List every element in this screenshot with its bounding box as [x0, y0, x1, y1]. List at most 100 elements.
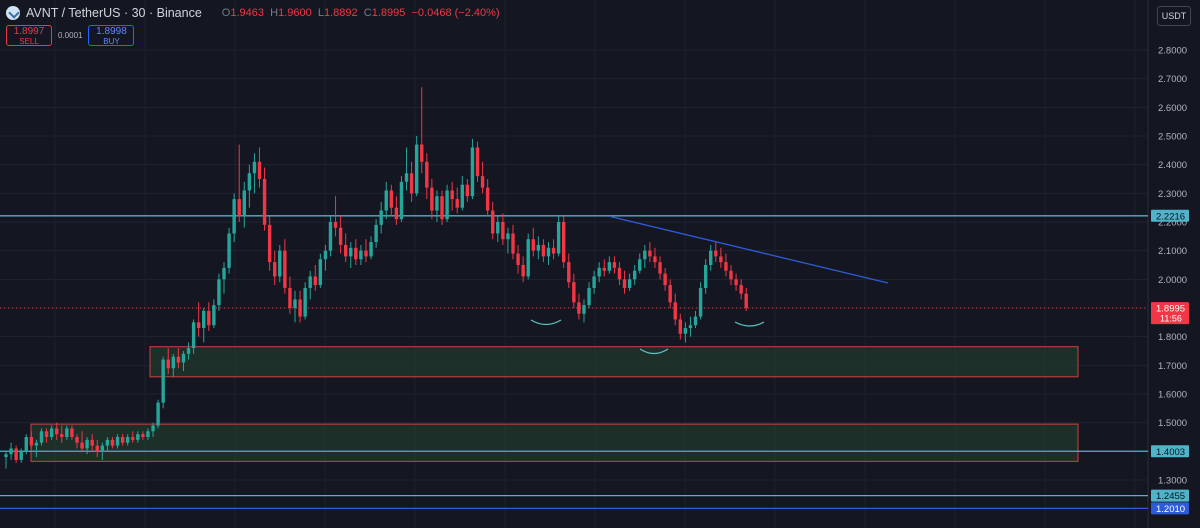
candle-body [227, 233, 231, 268]
candle-body [110, 439, 115, 446]
candle-body [703, 265, 708, 288]
y-tick-label: 2.6000 [1158, 103, 1187, 114]
candle-body [389, 190, 394, 208]
symbol-title[interactable]: AVNT / TetherUS · 30 · Binance [26, 6, 202, 20]
price-label-tag [1151, 445, 1189, 458]
y-tick-label: 1.8000 [1158, 332, 1187, 343]
candle-body [729, 270, 733, 280]
candle-body [308, 276, 312, 288]
candle-body [460, 184, 464, 208]
price-label-tag [1151, 502, 1189, 515]
candle-body [338, 227, 343, 245]
candle-body [491, 210, 495, 234]
candle-body [65, 428, 69, 438]
candle-body [739, 285, 743, 294]
candle-body [44, 431, 49, 438]
candle-body [34, 442, 39, 446]
price-label-text: 1.2010 [1156, 504, 1185, 515]
candle-body [440, 196, 444, 220]
price-label-tag [1151, 489, 1189, 502]
candle-body [546, 247, 551, 257]
change-value: −0.0468 (−2.40%) [411, 7, 500, 19]
y-tick-label: 2.4000 [1158, 160, 1187, 171]
candle-body [480, 176, 485, 188]
countdown-label: 11:56 [1160, 314, 1182, 324]
candle-body [638, 259, 642, 271]
candle-body [196, 322, 201, 329]
price-label-tag [1151, 302, 1189, 325]
candle-body [100, 445, 105, 452]
y-tick-label: 1.6000 [1158, 390, 1187, 401]
candle-body [207, 310, 211, 326]
trade-panel: 1.8997 SELL 0.0001 1.8998 BUY [6, 25, 135, 46]
candle-body [485, 187, 490, 211]
candle-body [379, 210, 383, 225]
candle-body [521, 265, 525, 277]
candle-body [120, 437, 125, 443]
candle-body [349, 247, 353, 257]
y-tick-label: 2.5000 [1158, 132, 1187, 143]
candle-body [394, 207, 399, 220]
candle-body [516, 253, 520, 266]
pattern-arc [734, 321, 765, 327]
candle-body [668, 285, 672, 303]
candle-body [273, 262, 277, 277]
y-tick-label: 2.1000 [1158, 246, 1187, 257]
candle-body [475, 147, 480, 177]
candle-body [9, 448, 13, 455]
candle-body [592, 276, 596, 288]
candle-body [632, 270, 637, 280]
candle-body [176, 356, 181, 363]
candle-body [14, 448, 18, 460]
candle-body [455, 199, 459, 208]
candle-body [298, 299, 302, 317]
buy-button[interactable]: 1.8998 BUY [88, 25, 135, 46]
candle-body [186, 348, 191, 354]
candle-body [80, 442, 84, 449]
candle-body [526, 239, 530, 277]
candle-body [693, 316, 698, 326]
candle-body [511, 233, 515, 254]
candle-body [384, 190, 388, 211]
candle-body [288, 287, 292, 309]
candle-body [506, 233, 510, 240]
candle-body [141, 434, 145, 438]
candle-body [577, 302, 581, 314]
candle-body [24, 437, 28, 452]
candle-body [688, 325, 693, 329]
price-label-text: 1.8995 [1156, 304, 1185, 315]
currency-selector[interactable]: USDT [1157, 6, 1191, 26]
chart-header: AVNT / TetherUS · 30 · Binance O1.9463 H… [6, 6, 500, 20]
candle-body [202, 310, 206, 329]
candle-body [643, 250, 647, 260]
close-value: 1.8995 [371, 7, 406, 19]
candle-body [719, 256, 723, 263]
pattern-arc [639, 348, 669, 355]
candle-body [709, 250, 713, 266]
candle-body [663, 273, 667, 286]
candle-body [278, 250, 282, 277]
candle-body [60, 434, 64, 438]
candle-body [125, 437, 130, 443]
candle-body [551, 247, 556, 254]
candle-body [181, 353, 186, 363]
candle-body [450, 190, 454, 200]
candle-body [409, 173, 414, 194]
y-tick-label: 1.5000 [1158, 418, 1187, 429]
candle-body [465, 184, 470, 197]
sell-price: 1.8997 [13, 26, 45, 37]
candle-body [648, 250, 652, 257]
candle-body [582, 305, 586, 314]
y-tick-label: 1.3000 [1158, 476, 1187, 487]
candle-body [435, 196, 439, 211]
candle-body [237, 199, 241, 217]
avnt-logo-icon [6, 6, 20, 20]
candle-body [242, 190, 246, 217]
candle-body [556, 222, 561, 254]
candle-body [622, 279, 627, 288]
y-tick-label: 2.0000 [1158, 275, 1187, 286]
high-value: 1.9600 [278, 7, 312, 19]
sell-button[interactable]: 1.8997 SELL [6, 25, 52, 46]
candle-body [698, 287, 703, 317]
